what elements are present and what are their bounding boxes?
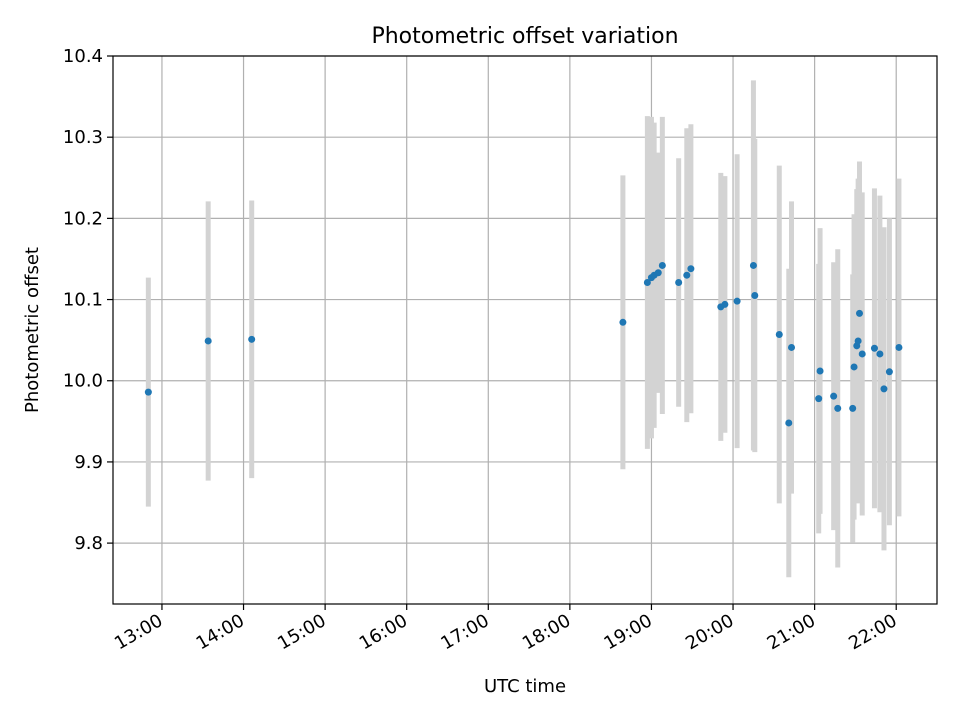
y-axis-label: Photometric offset xyxy=(22,247,43,413)
data-point xyxy=(619,318,627,326)
data-point xyxy=(858,350,866,358)
x-tick-label: 14:00 xyxy=(193,610,248,654)
x-axis-label: UTC time xyxy=(484,676,566,697)
data-point xyxy=(144,388,152,396)
x-tick-label: 22:00 xyxy=(845,610,900,654)
data-point xyxy=(654,269,662,277)
data-point xyxy=(248,335,256,343)
y-tick-label: 10.3 xyxy=(63,127,103,148)
x-tick-layer: 13:00 14:00 15:00 16:00 17:00 18:00 19:00 20:00… xyxy=(111,604,901,654)
x-tick-label: 18:00 xyxy=(519,610,574,654)
data-point xyxy=(204,337,212,345)
data-point xyxy=(880,385,888,393)
data-point xyxy=(749,261,757,269)
x-tick-label: 16:00 xyxy=(356,610,411,654)
data-point xyxy=(643,279,651,287)
x-tick-label: 17:00 xyxy=(437,610,492,654)
data-point xyxy=(854,337,862,345)
y-tick-label: 9.9 xyxy=(74,452,103,473)
data-point xyxy=(683,271,691,279)
x-tick-label: 20:00 xyxy=(682,610,737,654)
y-tick-label: 10.4 xyxy=(63,46,103,67)
data-point xyxy=(885,368,893,376)
x-tick-label: 15:00 xyxy=(274,610,329,654)
data-point xyxy=(830,392,838,400)
data-point xyxy=(658,261,666,269)
data-point xyxy=(870,344,878,352)
y-tick-label: 10.0 xyxy=(63,371,103,392)
y-tick-label: 9.8 xyxy=(74,533,103,554)
data-point xyxy=(775,330,783,338)
point-layer xyxy=(144,261,903,427)
data-point xyxy=(788,343,796,351)
data-point xyxy=(721,300,729,308)
data-point xyxy=(816,367,824,375)
data-point xyxy=(876,350,884,358)
data-point xyxy=(785,419,793,427)
data-point xyxy=(834,404,842,412)
errorbar-layer xyxy=(145,80,902,578)
y-tick-label: 10.2 xyxy=(63,208,103,229)
x-tick-label: 13:00 xyxy=(111,610,166,654)
data-point xyxy=(850,363,858,371)
data-point xyxy=(895,343,903,351)
data-point xyxy=(855,309,863,317)
plot-frame xyxy=(112,55,938,605)
data-point xyxy=(751,291,759,299)
data-point xyxy=(733,297,741,305)
data-point xyxy=(815,395,823,403)
chart-title: Photometric offset variation xyxy=(371,24,678,49)
x-tick-label: 19:00 xyxy=(601,610,656,654)
grid-layer xyxy=(113,55,937,604)
y-tick-label: 10.1 xyxy=(63,290,103,311)
data-point xyxy=(849,404,857,412)
data-point xyxy=(687,265,695,273)
x-tick-label: 21:00 xyxy=(764,610,819,654)
y-tick-layer: 9.8 9.9 10.0 10.1 10.2 10.3 10.4 xyxy=(63,46,113,554)
data-point xyxy=(675,279,683,287)
